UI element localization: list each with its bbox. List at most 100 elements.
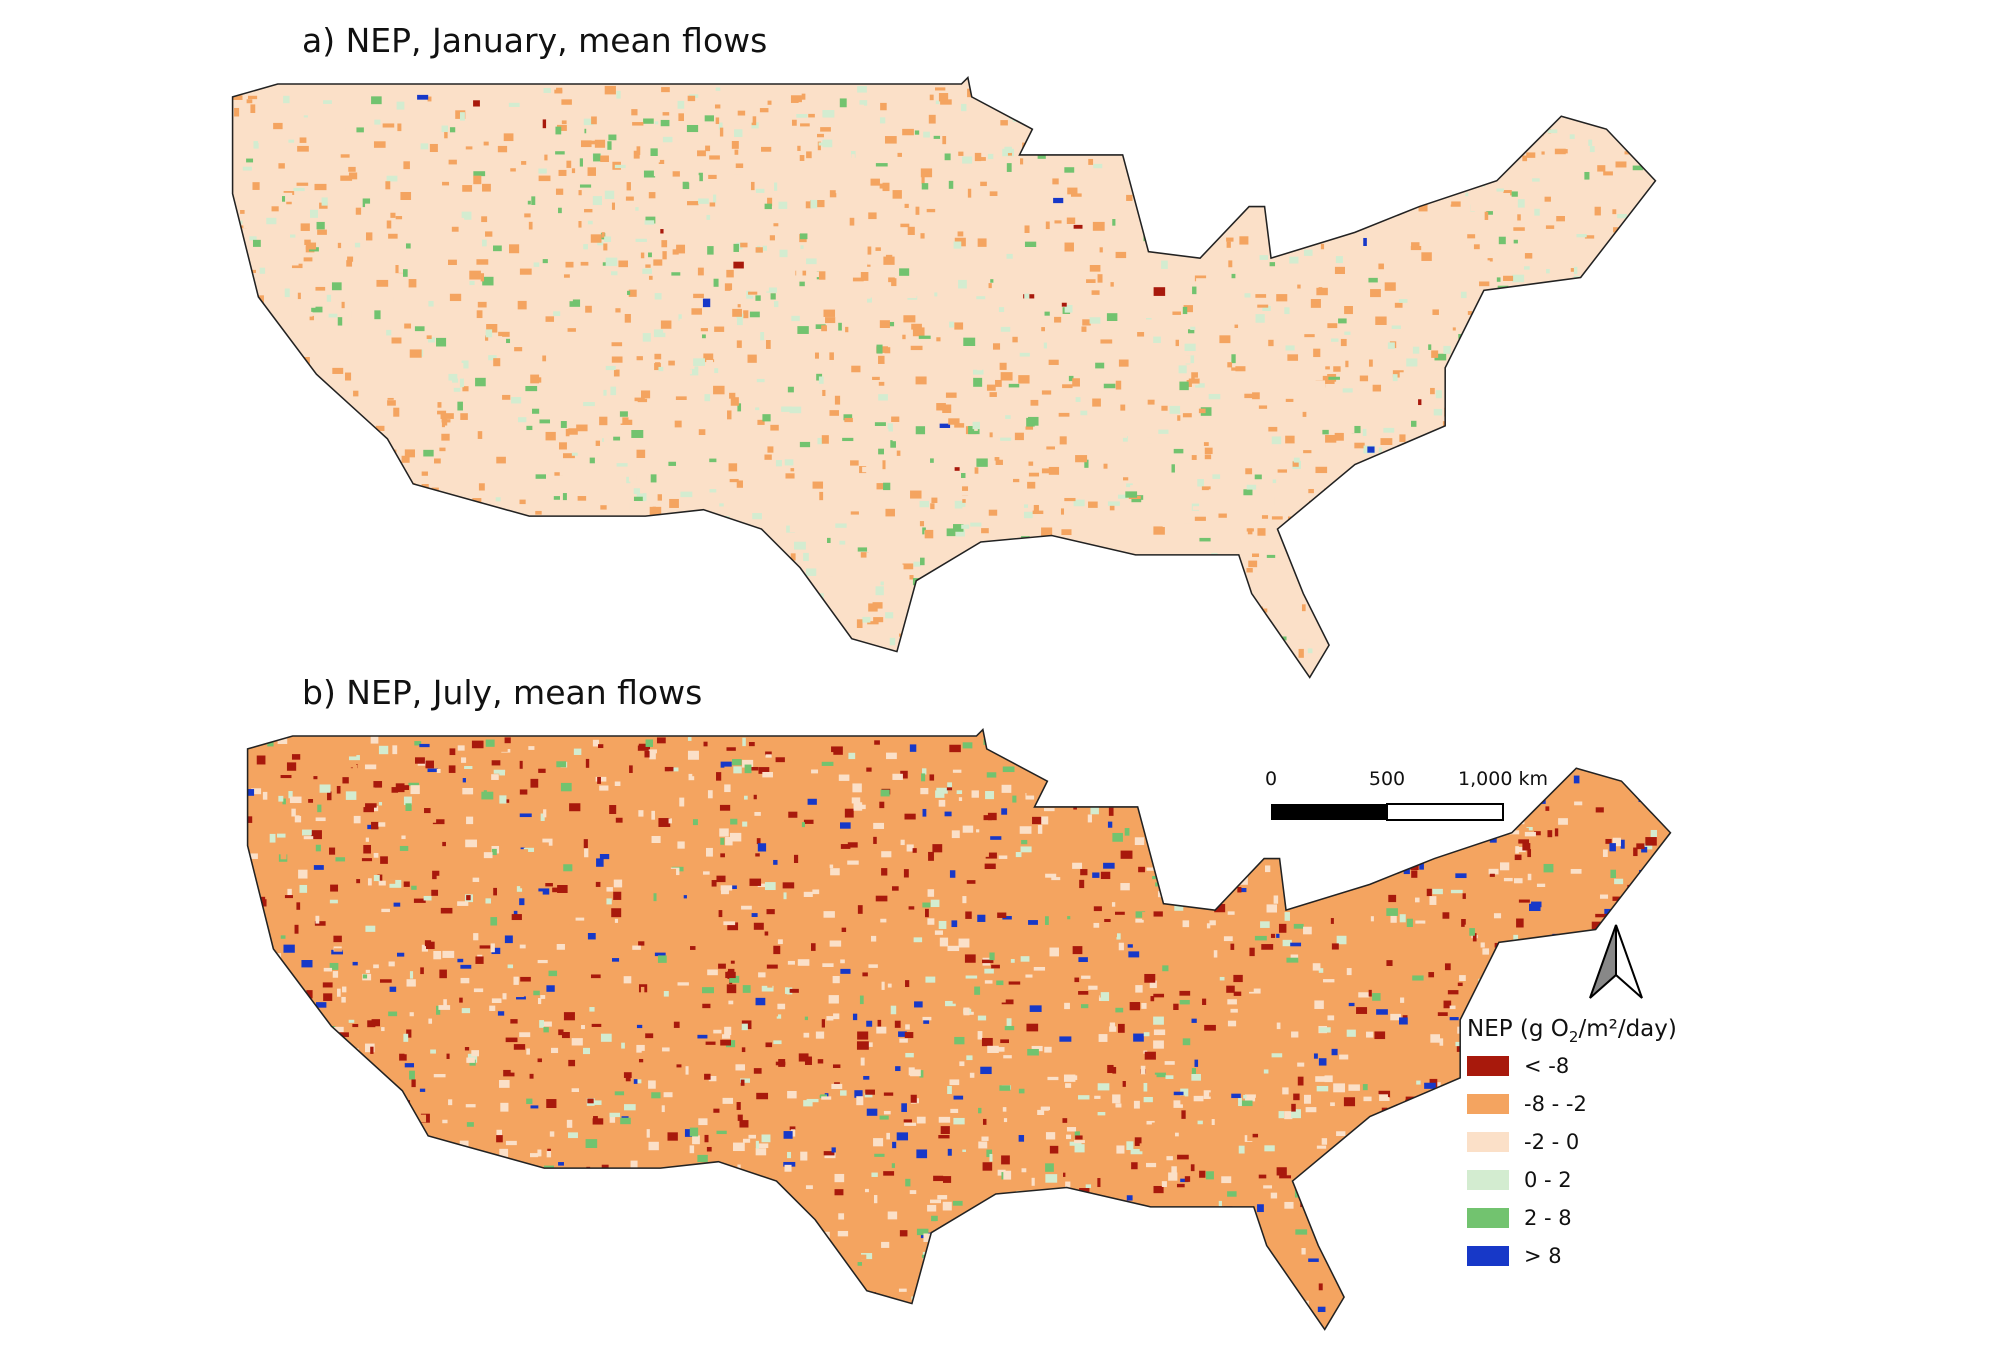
map-cell [263,634,268,642]
map-cell [1502,581,1515,586]
map-cell [445,413,454,419]
map-cell [1190,1164,1195,1172]
map-cell [485,898,491,904]
map-cell [583,244,588,250]
map-cell [354,1199,360,1203]
map-cell [1513,790,1524,794]
map-cell [265,680,269,686]
map-cell [556,124,567,131]
map-cell [689,387,695,396]
map-cell [1041,468,1053,474]
map-cell [539,419,551,424]
map-cell [1492,634,1504,638]
map-cell [1192,896,1202,905]
map-cell [1080,778,1091,787]
map-cell [797,959,810,966]
map-cell [684,1129,693,1137]
map-cell [954,322,964,330]
map-cell [520,880,530,889]
map-cell [476,259,489,265]
map-cell [892,654,898,661]
map-cell [643,170,656,178]
map-cell [805,1283,811,1290]
map-cell [1171,778,1184,788]
map-cell [1175,233,1179,237]
map-cell [521,1201,534,1210]
map-cell [1434,152,1440,161]
map-cell [1603,1066,1615,1073]
map-cell [1558,818,1568,825]
map-cell [254,298,259,304]
map-cell [489,1005,496,1012]
map-cell [1184,830,1194,839]
map-cell [479,547,490,553]
map-cell [389,567,395,576]
map-cell [323,967,333,972]
map-cell [1068,923,1081,930]
map-cell [393,407,400,417]
map-cell [1006,1018,1012,1027]
map-cell [457,401,463,411]
map-cell [367,594,374,601]
map-cell [1179,990,1191,996]
map-cell [1212,749,1218,755]
map-cell [1522,155,1528,162]
map-cell [982,959,994,964]
map-cell [1373,504,1386,511]
map-cell [521,753,530,758]
map-cell [391,787,399,793]
map-cell [840,959,845,964]
map-cell [286,200,292,205]
map-cell [300,223,310,231]
map-cell [932,844,943,853]
map-cell [355,603,362,612]
map-cell [744,795,748,800]
map-cell [1378,1097,1390,1101]
map-cell [263,1074,276,1078]
map-cell [1438,653,1445,660]
map-cell [801,93,806,100]
map-cell [828,1260,840,1269]
map-cell [1370,650,1379,657]
map-cell [1526,470,1533,475]
map-cell [555,151,565,155]
map-cell [1637,514,1641,519]
map-cell [1603,309,1610,313]
map-cell [1636,739,1642,748]
map-cell [1314,1000,1324,1009]
map-cell [430,1049,436,1054]
map-cell [1193,1095,1204,1102]
map-cell [637,398,648,403]
map-cell [407,1257,420,1265]
map-cell [1106,878,1113,883]
map-cell [313,865,324,870]
map-cell [311,424,317,432]
map-cell [876,483,885,490]
map-cell [964,954,976,963]
map-cell [441,418,448,428]
map-cell [332,971,339,978]
map-cell [1132,539,1139,543]
map-cell [899,1038,908,1043]
map-cell [1433,408,1443,416]
map-cell [490,917,498,926]
map-cell [1394,302,1403,308]
map-cell [426,146,430,155]
map-cell [374,310,381,320]
map-cell [601,1164,609,1169]
map-cell [707,1269,718,1274]
map-cell [1297,261,1304,267]
map-cell [714,1224,723,1232]
map-cell [963,409,976,416]
map-cell [534,494,540,501]
map-cell [255,599,266,603]
map-cell [1634,1255,1642,1260]
map-cell [481,791,494,800]
map-cell [1256,1257,1263,1263]
map-cell [481,216,488,223]
map-cell [1233,99,1239,106]
map-cell [334,1085,345,1095]
map-cell [1350,545,1355,554]
map-cell [1505,607,1514,612]
map-cell [1254,474,1262,480]
